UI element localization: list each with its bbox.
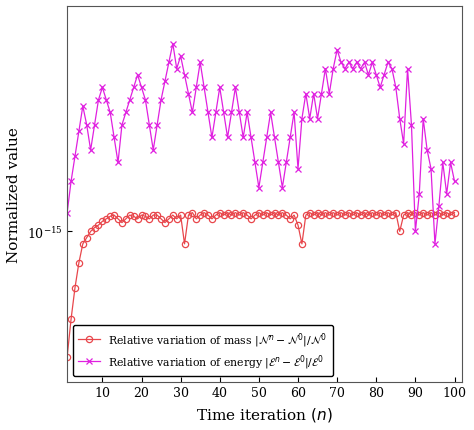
Relative variation of mass $|\mathcal{N}^n - \mathcal{N}^0|/\mathcal{N}^0$	[155, 213, 160, 218]
Relative variation of energy $|\mathcal{E}^n - \mathcal{E}^0|/\mathcal{E}^0$	[268, 111, 273, 116]
Relative variation of mass $|\mathcal{N}^n - \mathcal{N}^0|/\mathcal{N}^0$	[436, 211, 442, 216]
Relative variation of energy $|\mathcal{E}^n - \mathcal{E}^0|/\mathcal{E}^0$	[424, 148, 430, 153]
Relative variation of mass $|\mathcal{N}^n - \mathcal{N}^0|/\mathcal{N}^0$	[424, 213, 430, 218]
Relative variation of mass $|\mathcal{N}^n - \mathcal{N}^0|/\mathcal{N}^0$	[190, 211, 195, 216]
Relative variation of energy $|\mathcal{E}^n - \mathcal{E}^0|/\mathcal{E}^0$	[299, 117, 305, 122]
Relative variation of energy $|\mathcal{E}^n - \mathcal{E}^0|/\mathcal{E}^0$	[139, 86, 145, 91]
Line: Relative variation of mass $|\mathcal{N}^n - \mathcal{N}^0|/\mathcal{N}^0$: Relative variation of mass $|\mathcal{N}…	[64, 210, 457, 360]
Relative variation of energy $|\mathcal{E}^n - \mathcal{E}^0|/\mathcal{E}^0$	[452, 179, 457, 184]
Y-axis label: Normalized value: Normalized value	[7, 126, 21, 262]
Line: Relative variation of energy $|\mathcal{E}^n - \mathcal{E}^0|/\mathcal{E}^0$: Relative variation of energy $|\mathcal{…	[64, 41, 457, 247]
X-axis label: Time iteration $(n)$: Time iteration $(n)$	[196, 405, 333, 423]
Relative variation of mass $|\mathcal{N}^n - \mathcal{N}^0|/\mathcal{N}^0$	[64, 354, 70, 359]
Relative variation of energy $|\mathcal{E}^n - \mathcal{E}^0|/\mathcal{E}^0$	[155, 123, 160, 128]
Relative variation of mass $|\mathcal{N}^n - \mathcal{N}^0|/\mathcal{N}^0$	[452, 211, 457, 216]
Relative variation of mass $|\mathcal{N}^n - \mathcal{N}^0|/\mathcal{N}^0$	[268, 213, 273, 218]
Relative variation of energy $|\mathcal{E}^n - \mathcal{E}^0|/\mathcal{E}^0$	[432, 242, 438, 247]
Relative variation of energy $|\mathcal{E}^n - \mathcal{E}^0|/\mathcal{E}^0$	[64, 211, 70, 216]
Relative variation of mass $|\mathcal{N}^n - \mathcal{N}^0|/\mathcal{N}^0$	[299, 242, 305, 247]
Relative variation of energy $|\mathcal{E}^n - \mathcal{E}^0|/\mathcal{E}^0$	[170, 42, 176, 47]
Relative variation of energy $|\mathcal{E}^n - \mathcal{E}^0|/\mathcal{E}^0$	[440, 160, 446, 166]
Legend: Relative variation of mass $|\mathcal{N}^n - \mathcal{N}^0|/\mathcal{N}^0$, Rela: Relative variation of mass $|\mathcal{N}…	[73, 325, 333, 376]
Relative variation of mass $|\mathcal{N}^n - \mathcal{N}^0|/\mathcal{N}^0$	[139, 213, 145, 218]
